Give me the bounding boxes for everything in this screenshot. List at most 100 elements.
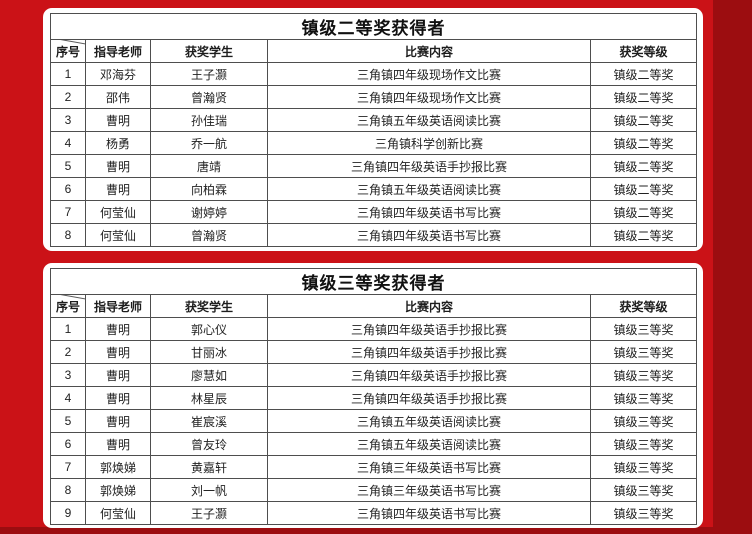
corner-diagonal-line: [51, 40, 85, 45]
table-cell: 4: [50, 131, 86, 155]
table-cell: 曾友玲: [150, 432, 268, 456]
table-row: 6 曹明 曾友玲 三角镇五年级英语阅读比赛 镇级三等奖: [50, 432, 697, 456]
column-header: 比赛内容: [267, 39, 591, 63]
table-cell: 曾瀚贤: [150, 223, 268, 247]
column-header: 获奖学生: [150, 39, 268, 63]
table-row: 9 何莹仙 王子灏 三角镇四年级英语书写比赛 镇级三等奖: [50, 501, 697, 525]
table-cell: 镇级二等奖: [590, 200, 697, 224]
table-cell: 杨勇: [85, 131, 151, 155]
table-cell: 曹明: [85, 154, 151, 178]
table-cell: 8: [50, 223, 86, 247]
table-cell: 2: [50, 85, 86, 109]
table-cell: 曹明: [85, 340, 151, 364]
table-cell: 4: [50, 386, 86, 410]
table-cell: 镇级三等奖: [590, 386, 697, 410]
table-cell: 三角镇四年级英语手抄报比赛: [267, 363, 591, 387]
table-cell: 镇级二等奖: [590, 223, 697, 247]
table-header-row: 序号 指导老师 获奖学生 比赛内容 获奖等级: [50, 39, 697, 63]
column-header: 序号: [50, 294, 86, 318]
table-cell: 三角镇五年级英语阅读比赛: [267, 108, 591, 132]
table-cell: 三角镇五年级英语阅读比赛: [267, 177, 591, 201]
table-cell: 三角镇五年级英语阅读比赛: [267, 409, 591, 433]
table-row: 6 曹明 向柏霖 三角镇五年级英语阅读比赛 镇级二等奖: [50, 177, 697, 201]
table-row: 4 杨勇 乔一航 三角镇科学创新比赛 镇级二等奖: [50, 131, 697, 155]
background-shade-right: [713, 0, 752, 534]
table-cell: 三角镇三年级英语书写比赛: [267, 455, 591, 479]
column-header: 指导老师: [85, 39, 151, 63]
column-header: 序号: [50, 39, 86, 63]
table-cell: 镇级二等奖: [590, 108, 697, 132]
third-prize-panel: 镇级三等奖获得者 序号 指导老师 获奖学生 比赛内容 获奖等级 1 曹明 郭心仪 三角镇四年级…: [43, 263, 703, 528]
table-cell: 郭心仪: [150, 317, 268, 341]
background-shade-bottom: [0, 527, 752, 534]
table-cell: 三角镇四年级英语手抄报比赛: [267, 340, 591, 364]
table-cell: 三角镇三年级英语书写比赛: [267, 478, 591, 502]
table-cell: 镇级二等奖: [590, 177, 697, 201]
column-header: 比赛内容: [267, 294, 591, 318]
table-title: 镇级三等奖获得者: [50, 268, 697, 295]
table-cell: 孙佳瑞: [150, 108, 268, 132]
table-title-row: 镇级二等奖获得者: [50, 13, 697, 40]
table-cell: 曹明: [85, 432, 151, 456]
table-cell: 三角镇四年级现场作文比赛: [267, 85, 591, 109]
table-cell: 王子灏: [150, 501, 268, 525]
table-cell: 9: [50, 501, 86, 525]
table-cell: 三角镇四年级英语手抄报比赛: [267, 386, 591, 410]
table-cell: 1: [50, 317, 86, 341]
table-cell: 曹明: [85, 108, 151, 132]
table-cell: 镇级二等奖: [590, 131, 697, 155]
table-cell: 黄嘉轩: [150, 455, 268, 479]
table-cell: 镇级三等奖: [590, 455, 697, 479]
table-cell: 镇级三等奖: [590, 363, 697, 387]
table-cell: 何莹仙: [85, 223, 151, 247]
table-cell: 镇级二等奖: [590, 62, 697, 86]
table-cell: 3: [50, 108, 86, 132]
table-cell: 廖慧如: [150, 363, 268, 387]
table-row: 2 曹明 甘丽冰 三角镇四年级英语手抄报比赛 镇级三等奖: [50, 340, 697, 364]
table-row: 1 曹明 郭心仪 三角镇四年级英语手抄报比赛 镇级三等奖: [50, 317, 697, 341]
table-cell: 8: [50, 478, 86, 502]
table-cell: 甘丽冰: [150, 340, 268, 364]
table-cell: 7: [50, 200, 86, 224]
column-header: 指导老师: [85, 294, 151, 318]
table-row: 1 邓海芬 王子灏 三角镇四年级现场作文比赛 镇级二等奖: [50, 62, 697, 86]
table-cell: 镇级三等奖: [590, 340, 697, 364]
table-cell: 王子灏: [150, 62, 268, 86]
table-cell: 何莹仙: [85, 200, 151, 224]
table-header-row: 序号 指导老师 获奖学生 比赛内容 获奖等级: [50, 294, 697, 318]
table-cell: 郭焕娣: [85, 455, 151, 479]
table-cell: 镇级三等奖: [590, 432, 697, 456]
table-cell: 三角镇四年级英语书写比赛: [267, 200, 591, 224]
table-cell: 曾瀚贤: [150, 85, 268, 109]
table-cell: 3: [50, 363, 86, 387]
third-prize-table: 镇级三等奖获得者 序号 指导老师 获奖学生 比赛内容 获奖等级 1 曹明 郭心仪 三角镇四年级…: [50, 268, 697, 525]
table-cell: 唐靖: [150, 154, 268, 178]
table-row: 4 曹明 林星辰 三角镇四年级英语手抄报比赛 镇级三等奖: [50, 386, 697, 410]
table-cell: 曹明: [85, 177, 151, 201]
table-cell: 林星辰: [150, 386, 268, 410]
table-row: 8 何莹仙 曾瀚贤 三角镇四年级英语书写比赛 镇级二等奖: [50, 223, 697, 247]
table-cell: 三角镇四年级英语书写比赛: [267, 501, 591, 525]
second-prize-panel: 镇级二等奖获得者 序号 指导老师 获奖学生 比赛内容 获奖等级 1 邓海芬 王子灏 三角镇四年…: [43, 8, 703, 251]
table-cell: 2: [50, 340, 86, 364]
table-cell: 三角镇四年级现场作文比赛: [267, 62, 591, 86]
table-cell: 镇级三等奖: [590, 317, 697, 341]
column-header: 获奖等级: [590, 39, 697, 63]
table-row: 8 郭焕娣 刘一帆 三角镇三年级英语书写比赛 镇级三等奖: [50, 478, 697, 502]
table-cell: 乔一航: [150, 131, 268, 155]
table-cell: 5: [50, 154, 86, 178]
table-cell: 5: [50, 409, 86, 433]
table-cell: 7: [50, 455, 86, 479]
table-cell: 邵伟: [85, 85, 151, 109]
table-cell: 曹明: [85, 409, 151, 433]
table-cell: 镇级三等奖: [590, 409, 697, 433]
table-cell: 镇级二等奖: [590, 154, 697, 178]
table-row: 7 何莹仙 谢婷婷 三角镇四年级英语书写比赛 镇级二等奖: [50, 200, 697, 224]
table-row: 2 邵伟 曾瀚贤 三角镇四年级现场作文比赛 镇级二等奖: [50, 85, 697, 109]
table-cell: 曹明: [85, 386, 151, 410]
table-title: 镇级二等奖获得者: [50, 13, 697, 40]
table-cell: 三角镇四年级英语书写比赛: [267, 223, 591, 247]
column-header: 获奖学生: [150, 294, 268, 318]
table-cell: 三角镇五年级英语阅读比赛: [267, 432, 591, 456]
